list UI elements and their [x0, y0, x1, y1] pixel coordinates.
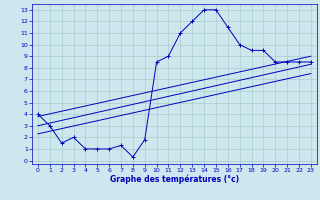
X-axis label: Graphe des températures (°c): Graphe des températures (°c) — [110, 175, 239, 184]
